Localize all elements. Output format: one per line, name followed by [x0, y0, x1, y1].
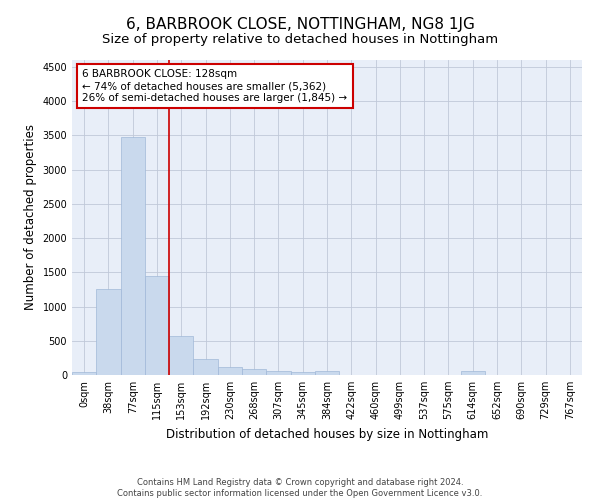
Bar [96, 288, 121, 375]
Bar [193, 358, 218, 375]
Bar [242, 369, 266, 375]
Bar [266, 371, 290, 375]
Text: Contains HM Land Registry data © Crown copyright and database right 2024.
Contai: Contains HM Land Registry data © Crown c… [118, 478, 482, 498]
Text: 6 BARBROOK CLOSE: 128sqm
← 74% of detached houses are smaller (5,362)
26% of sem: 6 BARBROOK CLOSE: 128sqm ← 74% of detach… [82, 70, 347, 102]
Bar [121, 138, 145, 375]
Bar [145, 276, 169, 375]
Bar [315, 371, 339, 375]
Text: 6, BARBROOK CLOSE, NOTTINGHAM, NG8 1JG: 6, BARBROOK CLOSE, NOTTINGHAM, NG8 1JG [125, 18, 475, 32]
Y-axis label: Number of detached properties: Number of detached properties [24, 124, 37, 310]
X-axis label: Distribution of detached houses by size in Nottingham: Distribution of detached houses by size … [166, 428, 488, 440]
Bar [461, 371, 485, 375]
Bar [290, 372, 315, 375]
Text: Size of property relative to detached houses in Nottingham: Size of property relative to detached ho… [102, 32, 498, 46]
Bar [72, 372, 96, 375]
Bar [169, 336, 193, 375]
Bar [218, 367, 242, 375]
